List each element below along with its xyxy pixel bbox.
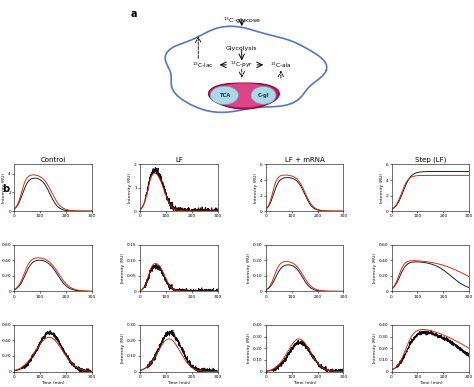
Y-axis label: Intensity (RU): Intensity (RU)	[373, 333, 377, 363]
Text: Glycolysis: Glycolysis	[226, 46, 257, 51]
Text: b: b	[2, 184, 9, 194]
Ellipse shape	[251, 86, 276, 104]
Text: $^{13}$C-glucose: $^{13}$C-glucose	[223, 15, 261, 26]
X-axis label: Time (min): Time (min)	[167, 381, 191, 385]
X-axis label: Time (min): Time (min)	[41, 381, 65, 385]
Text: C-gl: C-gl	[258, 93, 269, 98]
Text: a: a	[131, 9, 137, 19]
Y-axis label: Intensity (RU): Intensity (RU)	[121, 333, 125, 363]
Y-axis label: Intensity (RU): Intensity (RU)	[247, 333, 251, 363]
Title: LF: LF	[175, 157, 183, 163]
X-axis label: Time (min): Time (min)	[419, 381, 442, 385]
Y-axis label: Intensity (RU): Intensity (RU)	[2, 173, 6, 203]
Title: Control: Control	[40, 157, 66, 163]
Text: $^{13}$C-lac: $^{13}$C-lac	[191, 60, 213, 70]
Title: Step (LF): Step (LF)	[415, 157, 446, 163]
Text: $^{13}$C-pyr: $^{13}$C-pyr	[230, 60, 254, 70]
Polygon shape	[209, 83, 279, 109]
Y-axis label: Intensity (RU): Intensity (RU)	[373, 253, 377, 283]
Y-axis label: Intensity (RU): Intensity (RU)	[380, 173, 383, 203]
Text: $^{13}$C-ala: $^{13}$C-ala	[270, 60, 292, 70]
Text: TCA: TCA	[219, 93, 230, 98]
Title: LF + mRNA: LF + mRNA	[285, 157, 325, 163]
Y-axis label: Intensity (RU): Intensity (RU)	[128, 173, 132, 203]
Y-axis label: Intensity (RU): Intensity (RU)	[121, 253, 125, 283]
Y-axis label: Intensity (RU): Intensity (RU)	[254, 173, 258, 203]
Ellipse shape	[210, 86, 238, 104]
Ellipse shape	[213, 83, 274, 107]
Y-axis label: Intensity (RU): Intensity (RU)	[247, 253, 251, 283]
X-axis label: Time (min): Time (min)	[293, 381, 316, 385]
